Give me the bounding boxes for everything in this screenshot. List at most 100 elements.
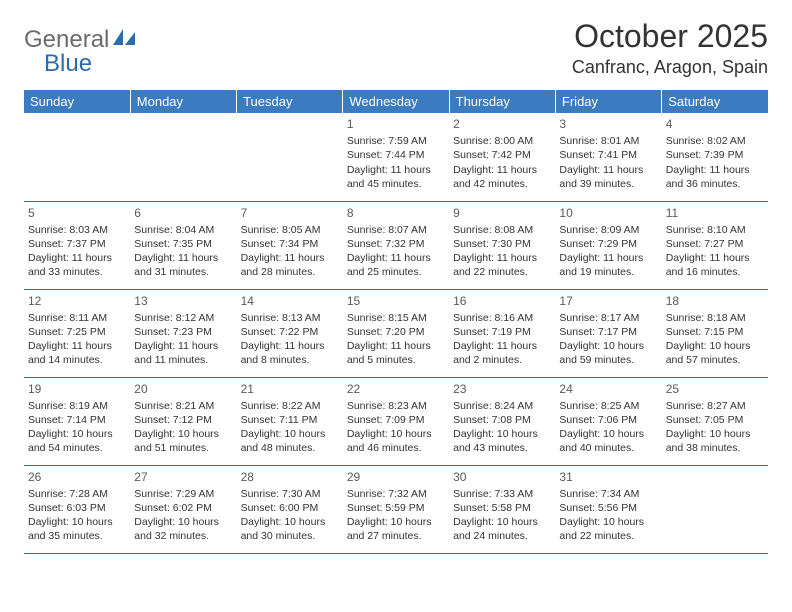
day-number: 23 [453,381,551,397]
day-number: 18 [666,293,764,309]
sunset-text: Sunset: 7:19 PM [453,325,551,339]
calendar-cell: 11Sunrise: 8:10 AMSunset: 7:27 PMDayligh… [662,201,768,289]
calendar-cell: 2Sunrise: 8:00 AMSunset: 7:42 PMDaylight… [449,113,555,201]
calendar-cell: 23Sunrise: 8:24 AMSunset: 7:08 PMDayligh… [449,377,555,465]
sunset-text: Sunset: 7:34 PM [241,237,339,251]
weekday-header: Friday [555,90,661,113]
calendar-cell: 28Sunrise: 7:30 AMSunset: 6:00 PMDayligh… [237,465,343,553]
sunset-text: Sunset: 7:12 PM [134,413,232,427]
sunrise-text: Sunrise: 8:27 AM [666,399,764,413]
day-number: 15 [347,293,445,309]
daylight-text: Daylight: 11 hours and 19 minutes. [559,251,657,279]
day-number: 8 [347,205,445,221]
daylight-text: Daylight: 10 hours and 35 minutes. [28,515,126,543]
daylight-text: Daylight: 11 hours and 16 minutes. [666,251,764,279]
day-number: 25 [666,381,764,397]
calendar-row: 12Sunrise: 8:11 AMSunset: 7:25 PMDayligh… [24,289,768,377]
sunset-text: Sunset: 7:41 PM [559,148,657,162]
sunrise-text: Sunrise: 8:17 AM [559,311,657,325]
sunrise-text: Sunrise: 8:19 AM [28,399,126,413]
calendar-cell: 10 Sunrise: 8:09 AMSunset: 7:29 PMDayligh… [555,201,661,289]
day-number: 6 [134,205,232,221]
weekday-header: Wednesday [343,90,449,113]
sunrise-text: Sunrise: 8:21 AM [134,399,232,413]
daylight-text: Daylight: 11 hours and 2 minutes. [453,339,551,367]
day-number: 3 [559,116,657,132]
sunset-text: Sunset: 7:17 PM [559,325,657,339]
sunset-text: Sunset: 7:09 PM [347,413,445,427]
header: General October 2025 Canfranc, Aragon, S… [24,18,768,78]
daylight-text: Daylight: 10 hours and 46 minutes. [347,427,445,455]
location: Canfranc, Aragon, Spain [572,57,768,78]
day-number: 30 [453,469,551,485]
day-number: 9 [453,205,551,221]
sunrise-text: Sunrise: 8:15 AM [347,311,445,325]
sunrise-text: Sunrise: 8:22 AM [241,399,339,413]
sunset-text: Sunset: 7:14 PM [28,413,126,427]
daylight-text: Daylight: 11 hours and 39 minutes. [559,163,657,191]
daylight-text: Daylight: 11 hours and 45 minutes. [347,163,445,191]
sunrise-text: Sunrise: 8:08 AM [453,223,551,237]
sunrise-text: Sunrise: 8:16 AM [453,311,551,325]
calendar-cell: 30Sunrise: 7:33 AMSunset: 5:58 PMDayligh… [449,465,555,553]
sunset-text: Sunset: 7:30 PM [453,237,551,251]
sunrise-text: Sunrise: 7:29 AM [134,487,232,501]
calendar-row: 19Sunrise: 8:19 AMSunset: 7:14 PMDayligh… [24,377,768,465]
daylight-text: Daylight: 10 hours and 30 minutes. [241,515,339,543]
calendar-body: 1Sunrise: 7:59 AMSunset: 7:44 PMDaylight… [24,113,768,553]
weekday-header: Saturday [662,90,768,113]
calendar-cell: 3Sunrise: 8:01 AMSunset: 7:41 PMDaylight… [555,113,661,201]
calendar-cell: 20 Sunrise: 8:21 AMSunset: 7:12 PMDayligh… [130,377,236,465]
daylight-text: Daylight: 11 hours and 25 minutes. [347,251,445,279]
daylight-text: Daylight: 11 hours and 8 minutes. [241,339,339,367]
sunrise-text: Sunrise: 8:25 AM [559,399,657,413]
day-number: 26 [28,469,126,485]
sunset-text: Sunset: 7:11 PM [241,413,339,427]
sunset-text: Sunset: 6:03 PM [28,501,126,515]
day-number: 2 [453,116,551,132]
day-number: 29 [347,469,445,485]
calendar-cell: 31Sunrise: 7:34 AMSunset: 5:56 PMDayligh… [555,465,661,553]
month-title: October 2025 [572,18,768,55]
calendar-cell [237,113,343,201]
calendar-cell: 18Sunrise: 8:18 AMSunset: 7:15 PMDayligh… [662,289,768,377]
sunset-text: Sunset: 6:00 PM [241,501,339,515]
daylight-text: Daylight: 10 hours and 38 minutes. [666,427,764,455]
calendar-cell [24,113,130,201]
day-number: 22 [347,381,445,397]
calendar-cell: 14Sunrise: 8:13 AMSunset: 7:22 PMDayligh… [237,289,343,377]
calendar-cell: 1Sunrise: 7:59 AMSunset: 7:44 PMDaylight… [343,113,449,201]
sunset-text: Sunset: 7:29 PM [559,237,657,251]
sunset-text: Sunset: 7:39 PM [666,148,764,162]
sunrise-text: Sunrise: 8:05 AM [241,223,339,237]
sunrise-text: Sunrise: 8:00 AM [453,134,551,148]
sunrise-text: Sunrise: 8:24 AM [453,399,551,413]
calendar-cell: 22Sunrise: 8:23 AMSunset: 7:09 PMDayligh… [343,377,449,465]
daylight-text: Daylight: 10 hours and 24 minutes. [453,515,551,543]
logo-text-blue: Blue [44,50,92,77]
logo-blue-line: Blue [44,50,92,78]
calendar-cell: 9Sunrise: 8:08 AMSunset: 7:30 PMDaylight… [449,201,555,289]
sunrise-text: Sunrise: 8:09 AM [559,223,657,237]
day-number: 20 [134,381,232,397]
sunrise-text: Sunrise: 8:11 AM [28,311,126,325]
day-number: 14 [241,293,339,309]
day-number: 10 [559,205,657,221]
sunrise-text: Sunrise: 8:07 AM [347,223,445,237]
sunset-text: Sunset: 7:06 PM [559,413,657,427]
calendar-cell [130,113,236,201]
day-number: 21 [241,381,339,397]
logo-sail-icon [113,29,135,52]
daylight-text: Daylight: 10 hours and 59 minutes. [559,339,657,367]
sunset-text: Sunset: 7:15 PM [666,325,764,339]
daylight-text: Daylight: 11 hours and 14 minutes. [28,339,126,367]
day-number: 28 [241,469,339,485]
daylight-text: Daylight: 10 hours and 51 minutes. [134,427,232,455]
sunset-text: Sunset: 7:27 PM [666,237,764,251]
calendar-cell: 13Sunrise: 8:12 AMSunset: 7:23 PMDayligh… [130,289,236,377]
sunrise-text: Sunrise: 8:18 AM [666,311,764,325]
sunrise-text: Sunrise: 7:59 AM [347,134,445,148]
daylight-text: Daylight: 11 hours and 28 minutes. [241,251,339,279]
day-number: 17 [559,293,657,309]
title-block: October 2025 Canfranc, Aragon, Spain [572,18,768,78]
